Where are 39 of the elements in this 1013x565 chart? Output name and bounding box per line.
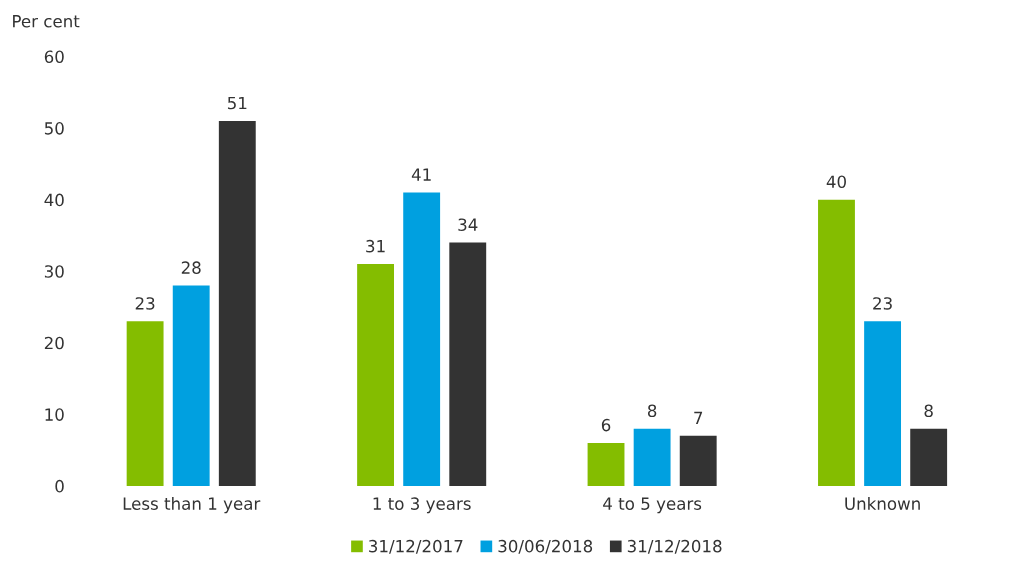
- y-tick-label: 30: [44, 265, 64, 278]
- y-tick-label: 50: [44, 122, 64, 135]
- x-tick-label: Unknown: [845, 497, 920, 510]
- data-label: 31: [366, 239, 385, 253]
- y-tick-label: 0: [55, 479, 64, 493]
- y-tick-label: 60: [44, 50, 64, 64]
- bar: [587, 442, 625, 486]
- data-label: 8: [647, 404, 657, 418]
- legend-label: 31/12/2017: [369, 539, 463, 554]
- bar: [357, 264, 395, 486]
- bar: [218, 120, 256, 486]
- data-label: 23: [873, 297, 892, 310]
- x-tick-label: Less than 1 year: [123, 497, 261, 514]
- legend-label: 30/06/2018: [498, 539, 593, 554]
- data-label: 7: [694, 411, 703, 424]
- data-label: 40: [826, 175, 846, 189]
- y-axis-title: Per cent: [13, 15, 80, 28]
- y-tick-label: 10: [45, 408, 64, 421]
- y-tick-label: 40: [44, 193, 64, 207]
- data-label: 34: [458, 218, 478, 232]
- data-label: 8: [924, 404, 933, 418]
- bar: [818, 199, 855, 486]
- bar: [679, 435, 717, 486]
- legend-label: 31/12/2018: [627, 539, 722, 554]
- bar: [172, 285, 210, 486]
- x-tick-label: 1 to 3 years: [373, 497, 471, 514]
- data-label: 23: [135, 297, 155, 310]
- bar: [864, 321, 902, 486]
- bar: [126, 321, 164, 486]
- x-tick-label: 4 to 5 years: [603, 497, 702, 514]
- bar: [403, 192, 441, 486]
- data-label: 6: [601, 418, 611, 432]
- data-label: 28: [181, 261, 201, 274]
- bar: [910, 428, 948, 486]
- bar: [633, 428, 671, 486]
- data-label: 41: [411, 168, 431, 181]
- y-tick-label: 20: [44, 336, 64, 350]
- bar: [449, 242, 487, 486]
- data-label: 51: [227, 96, 247, 110]
